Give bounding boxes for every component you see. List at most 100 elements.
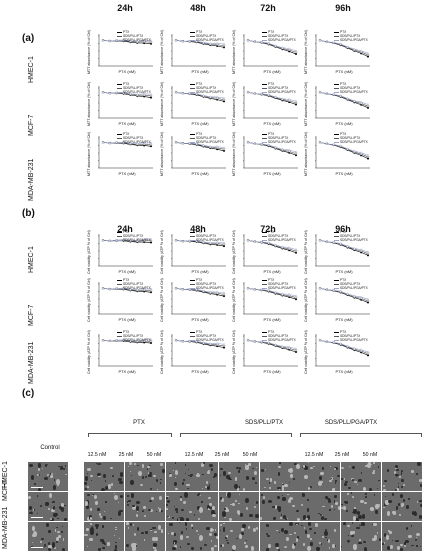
cell-blob <box>36 513 38 515</box>
data-point <box>188 39 192 42</box>
cell-blob <box>211 509 215 516</box>
cell-blob <box>277 466 282 469</box>
plot-svg <box>315 34 370 67</box>
cell-blob <box>89 523 92 526</box>
legend: PTX SDS/PLL/PTX SDS/PLL/PGA/PTX <box>190 30 224 42</box>
data-point <box>149 287 153 291</box>
data-point <box>202 341 205 344</box>
data-point <box>332 92 336 96</box>
data-point <box>223 346 225 349</box>
cell-blob <box>197 493 201 496</box>
legend: PTX SDS/PLL/PTX SDS/PLL/PGA/PTX <box>190 278 224 290</box>
cell-blob <box>296 537 299 542</box>
cell-blob <box>361 522 365 526</box>
cell-blob <box>265 533 268 536</box>
cell-blob <box>183 501 187 505</box>
data-point <box>325 142 329 145</box>
data-point <box>246 90 250 94</box>
cell-blob <box>236 510 240 514</box>
cell-blob <box>148 508 151 511</box>
legend-entry: PTX <box>334 132 347 136</box>
cell-blob <box>375 509 379 515</box>
y-axis-label: MTT absorbance (% of Ctrl) <box>160 29 164 74</box>
cell-blob <box>105 486 109 490</box>
cell-blob <box>303 526 305 529</box>
cell-blob <box>386 535 390 541</box>
cell-blob <box>63 468 66 470</box>
cell-blob <box>152 526 156 530</box>
data-point <box>318 140 322 144</box>
data-point <box>339 42 342 45</box>
x-axis-label: PTX (nM) <box>118 121 136 126</box>
data-point <box>280 147 284 151</box>
cell-blob <box>330 505 334 508</box>
legend-entry: PTX <box>117 82 130 86</box>
cell-blob <box>180 530 184 534</box>
micrograph-mda-mb-231-2 <box>125 522 165 551</box>
cell-blob <box>146 467 149 470</box>
series-line-sds-pll-pga-ptx <box>102 39 152 42</box>
cell-blob <box>239 534 243 540</box>
legend-entry: SDS/PLL/PTX <box>117 334 144 338</box>
data-point <box>129 339 132 342</box>
cell-blob <box>227 541 230 545</box>
cell-blob <box>377 503 380 507</box>
x-axis-label: PTX (nM) <box>263 369 281 374</box>
cell-blob <box>189 473 193 476</box>
cell-blob <box>300 524 303 527</box>
cell-blob <box>46 463 48 465</box>
cell-blob <box>289 468 293 474</box>
data-point <box>274 243 277 247</box>
series-line-sds-pll-pga-ptx <box>102 339 152 342</box>
cell-blob <box>234 477 238 481</box>
cell-blob <box>252 468 254 470</box>
cell-blob <box>263 496 266 499</box>
data-point <box>346 45 349 48</box>
plot-svg <box>315 334 370 367</box>
legend-entry: SDS/PLL/PTX <box>334 282 361 286</box>
legend-entry: SDS/PLL/PGA/PTX <box>334 338 368 342</box>
cell-blob <box>369 507 374 511</box>
data-point <box>202 93 205 97</box>
cell-blob <box>36 474 40 477</box>
x-axis-label: PTX (nM) <box>335 269 353 274</box>
cell-blob <box>141 510 144 512</box>
cell-blob <box>237 488 239 491</box>
cell-blob <box>289 474 294 478</box>
cell-blob <box>235 466 239 470</box>
cell-blob <box>260 468 264 473</box>
data-point <box>188 141 192 145</box>
cell-blob <box>179 535 183 540</box>
cell-blob <box>245 498 249 504</box>
cell-blob <box>159 478 162 481</box>
data-point <box>294 250 298 253</box>
data-point <box>181 239 185 243</box>
legend-entry: PTX <box>262 278 275 282</box>
cell-blob <box>139 484 143 487</box>
data-point <box>359 100 363 104</box>
cell-blob <box>350 534 354 538</box>
cell-blob <box>329 465 331 468</box>
cell-blob <box>113 534 115 537</box>
legend-entry: SDS/PLL/PGA/PTX <box>117 338 151 342</box>
cell-blob <box>289 497 294 501</box>
cell-blob <box>243 488 246 491</box>
data-point <box>260 240 264 243</box>
data-point <box>260 142 264 145</box>
cell-blob <box>314 531 317 535</box>
y-axis-label: Cell viability (ATP % of Ctrl) <box>304 330 308 374</box>
plot-a-mda-mb-231-96h: MTT absorbance (% of Ctrl) PTX SDS/PLL/PTX… <box>304 132 372 176</box>
y-axis-label: Cell viability (ATP % of Ctrl) <box>304 278 308 322</box>
data-point <box>122 38 125 41</box>
cell-blob <box>118 478 122 482</box>
cell-blob <box>210 546 215 551</box>
cell-blob <box>333 468 337 471</box>
c-group-sds-pll: SDS/PLL/PTX <box>244 420 283 426</box>
data-point <box>223 245 225 248</box>
cell-blob <box>277 487 282 490</box>
x-axis-label: PTX (nM) <box>335 317 353 322</box>
cell-blob <box>302 464 306 468</box>
cell-blob <box>354 517 359 521</box>
y-axis-label: MTT absorbance (% of Ctrl) <box>87 29 91 74</box>
data-point <box>295 103 297 106</box>
